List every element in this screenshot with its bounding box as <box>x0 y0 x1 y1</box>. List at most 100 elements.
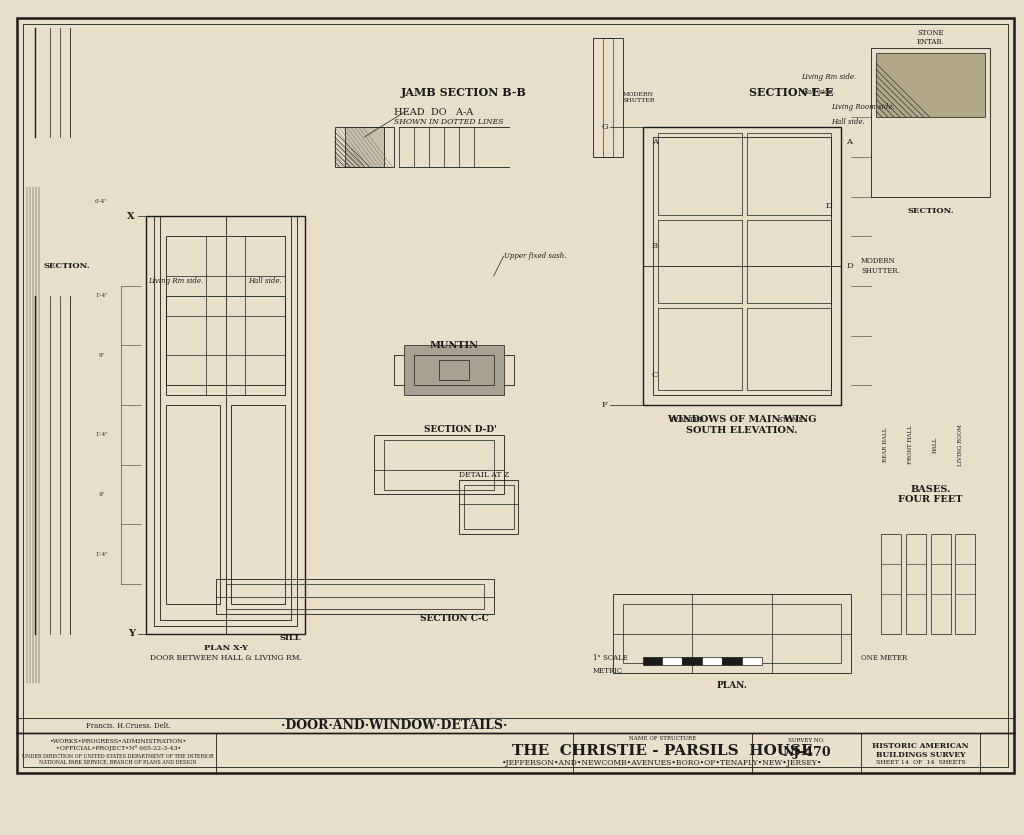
Text: STONE.: STONE. <box>777 416 806 424</box>
Text: MUNTIN: MUNTIN <box>429 341 478 350</box>
Text: BASES.
FOUR FEET: BASES. FOUR FEET <box>898 485 963 504</box>
Text: Hall side.: Hall side. <box>249 277 282 285</box>
Text: B: B <box>651 242 657 250</box>
Text: SURVEY NO.: SURVEY NO. <box>788 738 824 743</box>
Text: •WORKS•PROGRESS•ADMINISTRATION•
•OFFICIAL•PROJECT•Nº 665-22-3-43•: •WORKS•PROGRESS•ADMINISTRATION• •OFFICIA… <box>49 739 187 751</box>
Bar <box>593 38 623 157</box>
Text: FRONT HALL: FRONT HALL <box>908 425 913 464</box>
Bar <box>746 220 831 303</box>
Text: HISTORIC AMERICAN
BUILDINGS SURVEY: HISTORIC AMERICAN BUILDINGS SURVEY <box>872 742 969 759</box>
Text: D: D <box>826 202 833 210</box>
Text: SHOWN IN DOTTED LINES: SHOWN IN DOTTED LINES <box>394 118 504 126</box>
Text: HALL: HALL <box>933 437 938 453</box>
Bar <box>871 48 990 196</box>
Bar <box>225 584 483 609</box>
Bar <box>335 127 394 167</box>
Text: Half side.: Half side. <box>802 89 836 96</box>
Bar <box>404 346 504 395</box>
Text: UNDER DIRECTION OF UNITED STATES DEPARTMENT OF THE INTERIOR
NATIONAL PARK SERVIC: UNDER DIRECTION OF UNITED STATES DEPARTM… <box>23 754 214 765</box>
Text: A: A <box>846 138 852 146</box>
Text: SECTION D-D': SECTION D-D' <box>424 425 497 434</box>
Text: PLAN X-Y: PLAN X-Y <box>204 645 248 652</box>
Bar <box>166 236 285 395</box>
Bar <box>414 356 494 385</box>
Bar <box>906 534 926 634</box>
Bar <box>160 216 291 620</box>
Text: REAR HALL: REAR HALL <box>884 428 889 462</box>
Text: ONE METER: ONE METER <box>861 655 907 662</box>
Bar <box>154 216 297 625</box>
Text: PLAN.: PLAN. <box>717 681 748 690</box>
Text: MODERN
SHUTTER.: MODERN SHUTTER. <box>861 257 900 275</box>
Bar <box>216 579 494 614</box>
Text: SECTION.: SECTION. <box>907 207 954 215</box>
Text: SECTION E-E: SECTION E-E <box>750 87 834 98</box>
Bar <box>742 657 762 665</box>
Text: METRIC: METRIC <box>593 667 623 676</box>
Text: HEAD  DO   A-A: HEAD DO A-A <box>394 108 473 117</box>
Text: Living Rm side.: Living Rm side. <box>802 73 857 81</box>
Bar <box>439 361 469 380</box>
Bar <box>702 657 722 665</box>
Text: F: F <box>602 401 608 409</box>
Bar <box>746 308 831 390</box>
Bar <box>657 133 742 215</box>
Bar <box>746 133 831 215</box>
Text: X: X <box>127 212 135 221</box>
Text: STONE
ENTAB.: STONE ENTAB. <box>916 29 944 46</box>
Text: SECTION C-C: SECTION C-C <box>420 614 488 623</box>
Text: Living Rm side.: Living Rm side. <box>148 277 204 285</box>
Bar <box>146 216 305 634</box>
Bar <box>657 220 742 303</box>
Bar <box>612 594 851 673</box>
Bar <box>384 440 494 489</box>
Text: JAMB SECTION B-B: JAMB SECTION B-B <box>401 87 526 98</box>
Bar <box>643 127 842 405</box>
Text: SHEET 14  OF  14  SHEETS: SHEET 14 OF 14 SHEETS <box>876 760 966 765</box>
Bar <box>931 534 950 634</box>
Text: MODERN
SHUTTER: MODERN SHUTTER <box>623 92 655 103</box>
Text: 1'-4": 1'-4" <box>95 552 108 557</box>
Text: PLASTER: PLASTER <box>671 416 705 424</box>
Bar <box>623 604 842 663</box>
Text: 4": 4" <box>98 492 104 497</box>
Bar <box>464 484 513 529</box>
Bar <box>459 479 518 534</box>
Bar <box>643 657 663 665</box>
Bar <box>876 53 985 117</box>
Bar <box>166 405 219 604</box>
Bar <box>375 435 504 494</box>
Bar <box>682 657 702 665</box>
Text: DETAIL AT Z: DETAIL AT Z <box>459 471 509 478</box>
Text: 1" SCALE: 1" SCALE <box>593 655 628 662</box>
Bar <box>394 356 513 385</box>
Bar <box>166 296 285 385</box>
Text: WINDOWS OF MAIN WING
SOUTH ELEVATION.: WINDOWS OF MAIN WING SOUTH ELEVATION. <box>668 415 817 435</box>
Text: 9": 9" <box>98 353 104 358</box>
Text: Living Room side.: Living Room side. <box>831 104 895 111</box>
Text: SILL: SILL <box>280 635 301 642</box>
Text: LIVING ROOM: LIVING ROOM <box>957 424 963 466</box>
Text: Hall side.: Hall side. <box>831 118 865 126</box>
Text: C: C <box>651 372 657 379</box>
Bar <box>231 405 285 604</box>
Text: Francis. H.Cruess. Delt.: Francis. H.Cruess. Delt. <box>86 722 171 730</box>
Bar <box>881 534 901 634</box>
Text: NJ-470: NJ-470 <box>782 746 830 759</box>
Bar <box>23 23 1008 767</box>
Bar <box>955 534 975 634</box>
Text: 6'-4": 6'-4" <box>95 199 108 204</box>
Text: G: G <box>601 123 608 131</box>
Text: DOOR BETWEEN HALL & LIVING RM.: DOOR BETWEEN HALL & LIVING RM. <box>150 655 301 662</box>
Bar <box>663 657 682 665</box>
Text: •JEFFERSON•AND•NEWCOMB•AVENUES•BORO•OF•TENAFLY•NEW•JERSEY•: •JEFFERSON•AND•NEWCOMB•AVENUES•BORO•OF•T… <box>503 759 822 767</box>
Text: NAME OF STRUCTURE: NAME OF STRUCTURE <box>629 736 696 741</box>
Text: Upper fixed sash.: Upper fixed sash. <box>504 252 566 261</box>
Text: 1'-4": 1'-4" <box>95 433 108 438</box>
Bar <box>345 127 384 167</box>
Text: D: D <box>846 262 853 270</box>
Text: THE  CHRISTIE - PARSILS  HOUSE: THE CHRISTIE - PARSILS HOUSE <box>512 744 813 757</box>
Bar <box>657 308 742 390</box>
Text: Y: Y <box>128 629 135 638</box>
Bar <box>722 657 742 665</box>
